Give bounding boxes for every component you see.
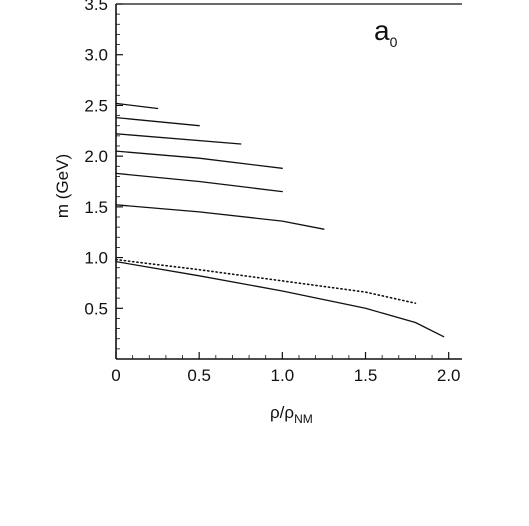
y-tick-label: 1.0 <box>84 249 108 268</box>
x-axis-label-subscript: NM <box>294 412 313 426</box>
series-line-5 <box>115 172 283 193</box>
series-line-1 <box>115 102 159 110</box>
x-tick-label: 1.5 <box>354 366 378 385</box>
series-line-6 <box>115 204 325 230</box>
y-tick-label: 3.0 <box>84 46 108 65</box>
x-axis-label: ρ/ρNM <box>270 403 313 426</box>
y-tick-label: 2.5 <box>84 96 108 115</box>
y-axis-label: m (GeV) <box>53 154 72 218</box>
y-tick-label: 2.0 <box>84 147 108 166</box>
series-line-2 <box>115 116 200 127</box>
x-tick-label: 2.0 <box>437 366 461 385</box>
panel-label: a0 <box>374 15 398 50</box>
series-line-8 <box>115 260 445 338</box>
series-line-7 <box>115 258 417 305</box>
panel-label-subscript: 0 <box>390 34 398 50</box>
series-line-4 <box>115 150 283 169</box>
x-tick-label: 0 <box>111 366 120 385</box>
y-tick-label: 0.5 <box>84 299 108 318</box>
x-tick-label: 0.5 <box>187 366 211 385</box>
x-tick-label: 1.0 <box>271 366 295 385</box>
series-line-3 <box>115 133 242 145</box>
y-tick-label: 1.5 <box>84 198 108 217</box>
panel-label-main: a <box>374 15 390 46</box>
y-tick-label: 3.5 <box>84 0 108 14</box>
x-axis-label-main: ρ/ρ <box>270 403 294 422</box>
